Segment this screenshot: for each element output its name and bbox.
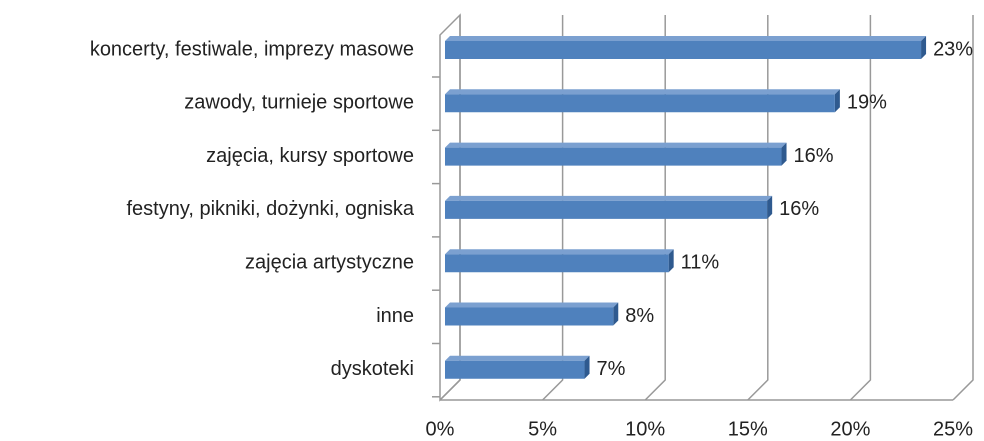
x-tick-label: 0% [426,418,455,440]
bar-face [921,36,927,59]
bar-face [445,200,768,219]
bar-face [584,355,590,379]
bar [445,302,619,326]
bar-face [445,36,927,41]
data-label: 16% [779,198,819,220]
bar [445,89,840,113]
y-tick-label: zajęcia artystyczne [245,251,414,273]
data-label: 11% [681,251,720,273]
grid-line [542,15,564,401]
bar-face [781,142,787,166]
data-label: 19% [847,92,887,114]
bar-face [445,355,590,361]
x-tick-label: 10% [625,418,665,440]
grid-line [439,15,461,401]
bar [445,36,927,59]
y-tick-label: festyny, pikniki, dożynki, ogniska [126,198,414,220]
y-tick-label: dyskoteki [331,358,414,380]
y-tick-label: zawody, turnieje sportowe [184,92,414,114]
grid-line [644,15,666,401]
bar [445,142,787,166]
bar-face [613,302,619,326]
bar-face [767,195,773,219]
bar-face [445,94,835,113]
y-tick-label: zajęcia, kursy sportowe [206,145,414,167]
x-tick-label: 20% [830,418,870,440]
bar [445,355,590,379]
data-label: 16% [794,145,834,167]
bar-face [445,89,840,95]
bar [445,195,773,219]
bar-face [445,360,585,379]
grid-line [849,15,872,401]
bar-face [445,142,787,148]
bar-face [445,249,674,255]
bar-face [445,195,773,201]
data-label: 8% [625,305,654,327]
bar-face [668,249,674,273]
bar-face [445,41,922,59]
grid-line [747,15,769,401]
x-tick-label: 15% [728,418,768,440]
y-tick-label: koncerty, festiwale, imprezy masowe [90,38,414,60]
bar-face [445,307,614,326]
x-tick-label: 5% [528,418,557,440]
data-label: 23% [933,38,973,60]
bar-face [445,302,619,308]
bar-face [445,254,669,273]
y-tick-label: inne [376,305,414,327]
data-label: 7% [597,358,626,380]
bar [445,249,674,273]
bar-face [834,89,840,113]
grid-line [952,15,974,401]
x-tick-label: 25% [933,418,973,440]
bar-face [445,147,782,166]
